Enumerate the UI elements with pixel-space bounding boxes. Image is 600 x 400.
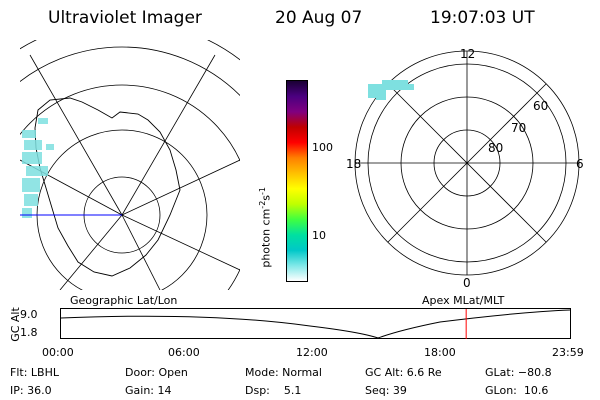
mlt-label-18: 18 bbox=[346, 157, 361, 171]
geographic-map bbox=[20, 40, 240, 290]
info-gc-alt: GC Alt: 6.6 Re bbox=[365, 366, 442, 379]
info-glon: GLon: 10.6 bbox=[485, 384, 549, 397]
altitude-time-plot bbox=[60, 308, 571, 339]
mlt-label-12: 12 bbox=[460, 47, 475, 61]
info-door: Door: Open bbox=[125, 366, 188, 379]
x-tick-1800: 18:00 bbox=[424, 346, 456, 359]
y-tick-bottom: 1.8 bbox=[20, 326, 38, 339]
info-seq: Seq: 39 bbox=[365, 384, 407, 397]
altitude-curve bbox=[60, 309, 571, 339]
colorbar-tick-10: 10 bbox=[312, 229, 326, 242]
x-tick-0000: 00:00 bbox=[42, 346, 74, 359]
mlat-label-60: 60 bbox=[533, 99, 548, 113]
info-gain: Gain: 14 bbox=[125, 384, 172, 397]
geographic-panel-title: Geographic Lat/Lon bbox=[70, 294, 178, 307]
mlt-label-0: 0 bbox=[463, 276, 471, 290]
colorbar-tick-100: 100 bbox=[312, 141, 333, 154]
apex-panel-title: Apex MLat/MLT bbox=[422, 294, 505, 307]
color-scale-bar bbox=[286, 80, 308, 282]
colorbar-unit-label: photon cm-2s-1 bbox=[258, 186, 273, 268]
mlat-label-70: 70 bbox=[511, 121, 526, 135]
lat-circle bbox=[20, 84, 240, 290]
info-glat: GLat: −80.8 bbox=[485, 366, 552, 379]
info-mode: Mode: Normal bbox=[245, 366, 322, 379]
x-tick-0600: 06:00 bbox=[168, 346, 200, 359]
image-time: 19:07:03 UT bbox=[430, 8, 535, 28]
info-dsp: Dsp: 5.1 bbox=[245, 384, 302, 397]
lat-circle bbox=[20, 46, 240, 97]
mlt-label-6: 6 bbox=[576, 157, 584, 171]
uv-emission-polar bbox=[368, 80, 414, 100]
image-date: 20 Aug 07 bbox=[275, 8, 363, 28]
antarctica-coastline bbox=[34, 97, 181, 277]
y-tick-top: 9.0 bbox=[20, 308, 38, 321]
x-tick-2359: 23:59 bbox=[552, 346, 584, 359]
info-filter: Flt: LBHL bbox=[10, 366, 59, 379]
mlat-label-80: 80 bbox=[488, 141, 503, 155]
info-ip: IP: 36.0 bbox=[10, 384, 52, 397]
polar-mlat-mlt-plot: 12 0 18 6 60 70 80 bbox=[346, 47, 584, 290]
app-title: Ultraviolet Imager bbox=[48, 8, 202, 28]
x-tick-1200: 12:00 bbox=[296, 346, 328, 359]
lat-circle bbox=[36, 129, 208, 290]
uv-emission-map bbox=[22, 118, 54, 218]
